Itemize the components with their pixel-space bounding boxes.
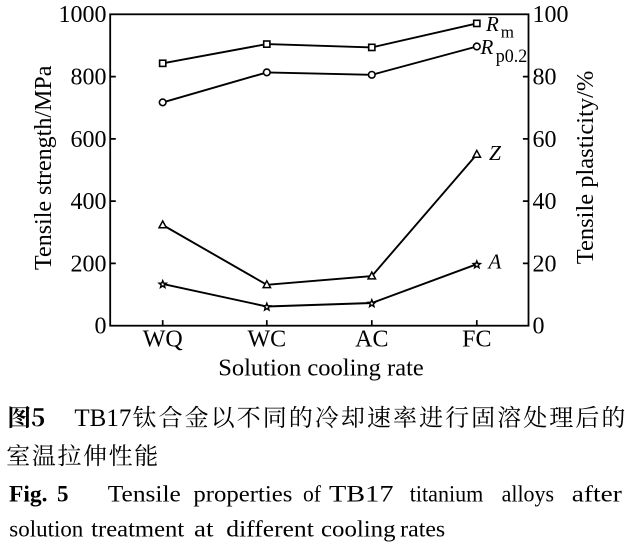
svg-text:Fig.: Fig. [9,481,48,506]
svg-text:treatment: treatment [91,516,185,541]
svg-text:Tensile plasticity/%: Tensile plasticity/% [572,71,599,265]
svg-text:80: 80 [533,65,557,91]
svg-text:600: 600 [71,127,107,153]
svg-text:cooling: cooling [321,516,396,541]
svg-text:R: R [485,12,499,36]
svg-text:WC: WC [247,327,286,353]
svg-text:FC: FC [462,327,491,353]
svg-text:Solution cooling rate: Solution cooling rate [218,355,424,382]
svg-text:40: 40 [533,189,557,215]
svg-text:TB17: TB17 [329,481,394,506]
svg-text:TB17: TB17 [74,405,131,432]
svg-text:p0.2: p0.2 [496,46,528,67]
svg-text:100: 100 [533,2,569,28]
svg-text:Tensile strength/MPa: Tensile strength/MPa [31,65,57,270]
svg-text:after: after [572,481,622,506]
svg-text:rates: rates [400,516,445,541]
svg-text:m: m [501,23,514,42]
svg-text:400: 400 [71,189,107,215]
svg-text:R: R [480,35,494,59]
svg-text:60: 60 [533,127,557,153]
svg-text:1000: 1000 [59,2,107,28]
svg-text:0: 0 [533,314,545,340]
svg-text:solution: solution [9,516,83,541]
svg-text:Tensile: Tensile [108,481,181,506]
svg-text:titanium: titanium [410,481,484,506]
svg-text:WQ: WQ [143,327,183,353]
svg-text:of: of [303,481,321,506]
svg-text:5: 5 [57,481,69,506]
svg-text:alloys: alloys [502,481,555,506]
svg-text:A: A [487,250,502,274]
svg-text:0: 0 [95,314,107,340]
svg-text:at: at [194,516,214,541]
svg-text:different: different [226,516,314,541]
svg-text:properties: properties [193,481,292,506]
svg-text:Z: Z [489,141,502,165]
svg-text:AC: AC [355,327,388,353]
svg-text:800: 800 [71,65,107,91]
svg-text:20: 20 [533,251,557,277]
svg-text:200: 200 [71,251,107,277]
